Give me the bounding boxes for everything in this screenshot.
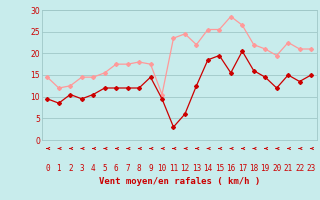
Text: 6: 6 [114,164,118,173]
Text: 12: 12 [180,164,189,173]
Text: 15: 15 [215,164,224,173]
Text: 0: 0 [45,164,50,173]
Text: 17: 17 [238,164,247,173]
Text: 11: 11 [169,164,178,173]
Text: 1: 1 [57,164,61,173]
Text: 4: 4 [91,164,95,173]
Text: 2: 2 [68,164,73,173]
Text: 9: 9 [148,164,153,173]
Text: Vent moyen/en rafales ( km/h ): Vent moyen/en rafales ( km/h ) [99,177,260,186]
Text: 7: 7 [125,164,130,173]
Text: 5: 5 [102,164,107,173]
Text: 10: 10 [157,164,167,173]
Text: 18: 18 [249,164,258,173]
Text: 8: 8 [137,164,141,173]
Text: 14: 14 [203,164,212,173]
Text: 20: 20 [272,164,281,173]
Text: 13: 13 [192,164,201,173]
Text: 3: 3 [79,164,84,173]
Text: 22: 22 [295,164,304,173]
Text: 19: 19 [260,164,270,173]
Text: 21: 21 [284,164,293,173]
Text: 23: 23 [307,164,316,173]
Text: 16: 16 [226,164,236,173]
